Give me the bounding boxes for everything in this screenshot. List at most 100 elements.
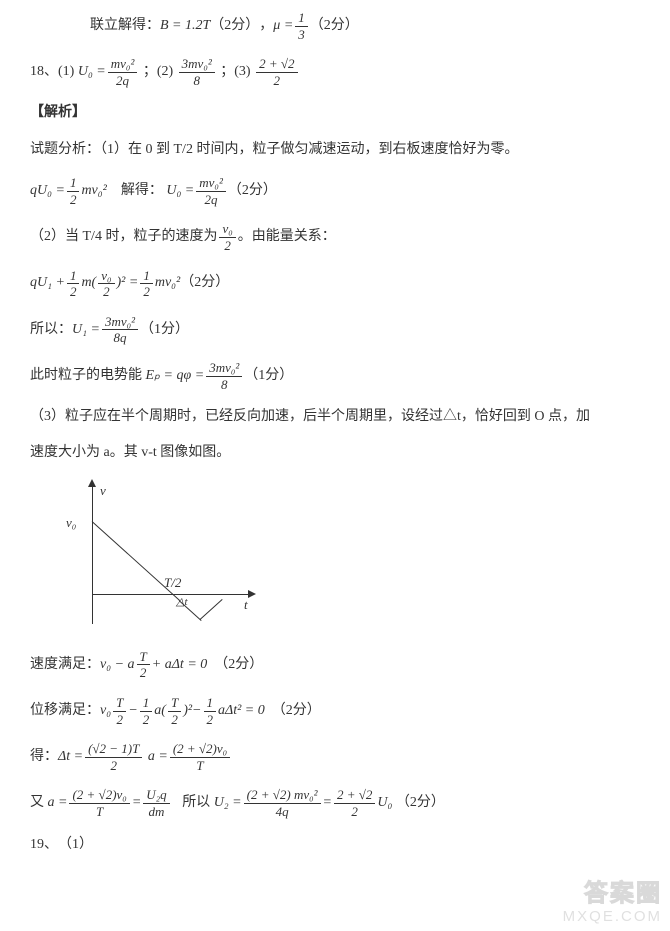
line-displacement: 位移满足： v₀ T2 − 12 a( T2 )² − 12 aΔt² = 0 … [30, 695, 640, 727]
frac-u0b: mv₀²2q [196, 175, 226, 207]
frac-a2: (2 + √2)v₀T [69, 787, 129, 819]
points: （2分） [214, 654, 263, 676]
aeq2: a = [48, 792, 68, 814]
close: )² = [117, 272, 139, 294]
frac-half5: 12 [204, 695, 217, 727]
watermark: 答案圈 MXQE.COM [563, 873, 662, 925]
frac-T2b: T2 [113, 695, 126, 727]
frac-T2: T2 [137, 649, 150, 681]
y-axis [92, 484, 93, 624]
part3: ；(3) [220, 61, 250, 83]
frac-3mv: 3mv₀²8 [179, 56, 215, 88]
u1: U₁ = [72, 319, 100, 341]
frac-u2a: (2 + √2) mv₀²4q [244, 787, 321, 819]
y-arrow-icon [88, 479, 96, 487]
frac-a: (2 + √2)v₀T [170, 741, 230, 773]
t2a: （2）当 T/4 时，粒子的速度为 [30, 226, 217, 248]
mv02c: mv₀² [155, 272, 180, 294]
label-T2: T/2 [164, 575, 181, 591]
points: （2分） [396, 792, 445, 814]
de: 得： [30, 746, 58, 768]
points: （1分） [244, 365, 293, 387]
line-u1: 所以： U₁ = 3mv₀²8q （1分） [30, 314, 640, 346]
label-y: v [100, 483, 106, 499]
suoyi2: 所以 [182, 792, 210, 814]
line-velocity: 速度满足： v₀ − a T2 + aΔt = 0 （2分） [30, 649, 640, 681]
frac-v02: v₀2 [219, 221, 235, 253]
label-v0: v₀ [66, 515, 76, 531]
sudu: 速度满足： [30, 654, 100, 676]
aeq: a = [148, 746, 168, 768]
frac-half2: 12 [67, 268, 80, 300]
suoyi: 所以： [30, 319, 72, 341]
qnum: 18、(1) [30, 61, 74, 83]
frac-half4: 12 [140, 695, 153, 727]
points: （2分） [210, 15, 259, 37]
ep: Eₚ = qφ = [146, 365, 205, 387]
mu: μ = [273, 15, 293, 37]
minushalf: − [192, 700, 201, 722]
frac-mu: 13 [295, 10, 308, 42]
watermark-text-2: MXQE.COM [563, 908, 662, 925]
text: 联立解得： [90, 15, 160, 37]
v0s: v₀ [100, 700, 111, 722]
points: （1分） [140, 319, 189, 341]
comma: ， [259, 15, 273, 37]
line-part3b: 速度大小为 a。其 v-t 图像如图。 [30, 442, 640, 464]
U0b: U₀ = [166, 180, 194, 202]
eq-B: B = 1.2T [160, 15, 210, 37]
frac-dt: (√2 − 1)T2 [85, 741, 142, 773]
frac-ep: 3mv₀²8 [206, 360, 242, 392]
aparen: a( [154, 700, 166, 722]
line-2: 18、(1) U₀ = mv₀²2q ；(2) 3mv₀²8 ；(3) 2 + … [30, 56, 640, 88]
eptext: 此时粒子的电势能 [30, 365, 142, 387]
m: m( [81, 272, 96, 294]
u0suf: U₀ [377, 792, 392, 814]
adt2: aΔt² = 0 [218, 700, 265, 722]
graph-line-3 [200, 599, 223, 620]
dteq: Δt = [58, 746, 83, 768]
line-result: 得： Δt = (√2 − 1)T2 a = (2 + √2)v₀T [30, 741, 640, 773]
analysis-text: 试题分析：（1）在 0 到 T/2 时间内，粒子做匀减速运动，到右板速度恰好为零… [30, 139, 640, 161]
frac-v02b: v₀2 [98, 268, 114, 300]
points: （2分） [272, 700, 321, 722]
line-also: 又 a = (2 + √2)v₀T = U₂qdm 所以 U₂ = (2 + √… [30, 787, 640, 819]
U0: U₀ = [78, 61, 106, 83]
eq3: = [323, 792, 332, 814]
weiyi: 位移满足： [30, 700, 100, 722]
eq2: = [132, 792, 141, 814]
dot: − [128, 700, 137, 722]
line-19: 19、 （1） [30, 834, 640, 856]
t2b: 。由能量关系： [238, 226, 336, 248]
close2b: )² [183, 700, 192, 722]
frac-root: 2 + √22 [256, 56, 297, 88]
frac-u1: 3mv₀²8q [102, 314, 138, 346]
you: 又 [30, 792, 44, 814]
line-ep: 此时粒子的电势能 Eₚ = qφ = 3mv₀²8 （1分） [30, 360, 640, 392]
frac-u0: mv₀²2q [108, 56, 138, 88]
x-arrow-icon [248, 590, 256, 598]
points: （2分） [310, 15, 359, 37]
frac-half3: 12 [140, 268, 153, 300]
eq-line-qu0: qU₀ = 12 mv₀² 解得： U₀ = mv₀²2q （2分） [30, 175, 640, 207]
line-part3a: （3）粒子应在半个周期时，已经反向加速，后半个周期里，设经过△t，恰好回到 O … [30, 406, 640, 428]
eqv: v₀ − a [100, 654, 135, 676]
u2eq: U₂ = [214, 792, 242, 814]
points: （2分） [180, 272, 229, 294]
eq-energy: qU₁ + 12 m( v₀2 )² = 12 mv₀² （2分） [30, 268, 640, 300]
label-dt: △t [176, 595, 188, 608]
line-1: 联立解得： B = 1.2T （2分） ， μ = 13 （2分） [30, 10, 640, 42]
frac-u2q: U₂qdm [143, 787, 169, 819]
watermark-text-1: 答案圈 [563, 873, 662, 908]
line-part2: （2）当 T/4 时，粒子的速度为 v₀2 。由能量关系： [30, 221, 640, 253]
vt-graph: v v₀ T/2 △t t [60, 479, 260, 639]
heading-jiexi: 【解析】 [30, 102, 640, 124]
label-t: t [244, 597, 248, 613]
jiede: 解得： [121, 180, 163, 202]
points: （2分） [228, 180, 277, 202]
frac-half: 12 [67, 175, 80, 207]
part2: ；(2) [143, 61, 173, 83]
qU0: qU₀ = [30, 180, 65, 202]
qU1: qU₁ + [30, 272, 65, 294]
mv02: mv₀² [81, 180, 106, 202]
